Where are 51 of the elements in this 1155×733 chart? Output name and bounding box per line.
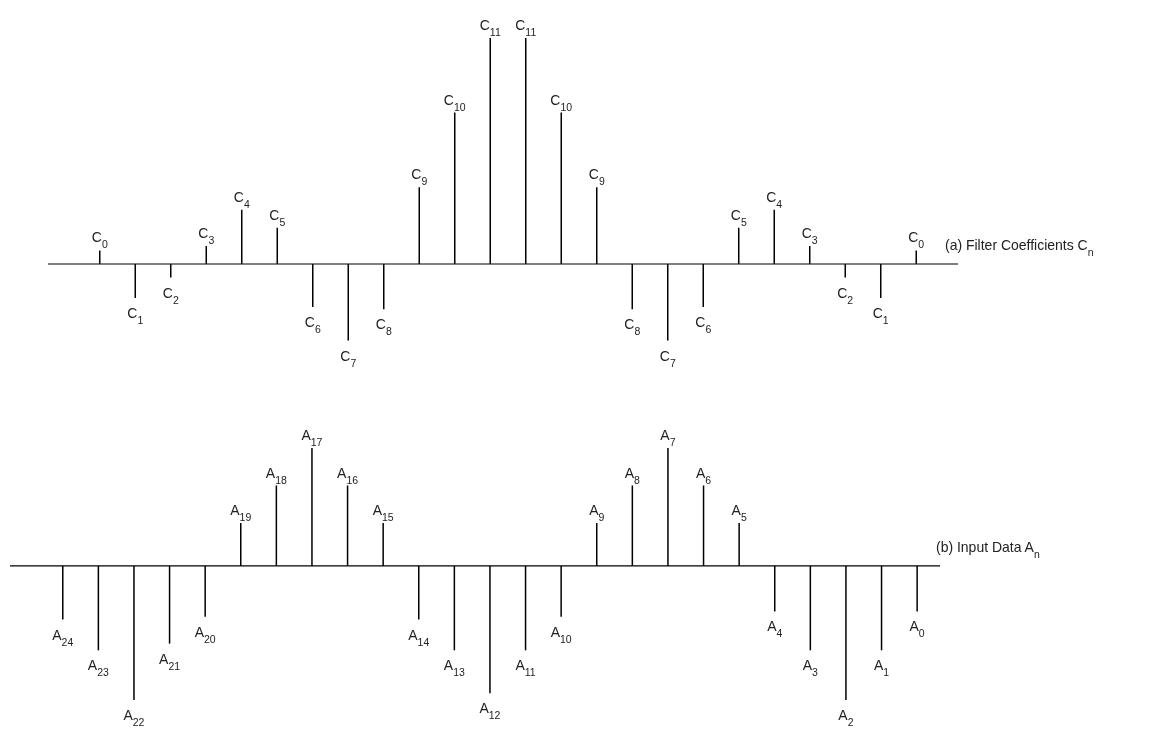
- x-tick-label: C$_{6}$: [695, 313, 712, 335]
- x-tick-label: A$_{23}$: [87, 657, 110, 678]
- x-tick-label: A$_{10}$: [550, 623, 572, 645]
- x-tick-label: A$_{6}$: [695, 464, 712, 485]
- x-tick-label: C$_{0}$: [908, 229, 925, 250]
- x-tick-label: C$_{2}$: [837, 284, 854, 306]
- x-tick-label: A$_{12}$: [479, 700, 501, 721]
- x-tick-label: C$_{3}$: [801, 224, 818, 246]
- x-tick-label: C$_{3}$: [198, 224, 215, 246]
- x-tick-label: A$_{21}$: [159, 650, 181, 671]
- x-tick-label: C$_{7}$: [659, 347, 676, 369]
- x-tick-label: C$_{7}$: [340, 347, 357, 369]
- x-tick-label: A$_{9}$: [589, 501, 605, 523]
- x-tick-label: A$_{11}$: [515, 657, 536, 678]
- x-tick-label: A$_{5}$: [731, 501, 747, 523]
- x-tick-label: A$_{19}$: [230, 501, 252, 523]
- x-tick-label: C$_{8}$: [624, 316, 641, 337]
- x-tick-label: C$_{10}$: [550, 91, 573, 113]
- x-tick-label: A$_{8}$: [624, 464, 641, 485]
- x-tick-label: A$_{3}$: [802, 657, 819, 678]
- text: (b) Input Data A$_{n}$: [935, 538, 1040, 560]
- x-tick-label: A$_{7}$: [660, 426, 676, 448]
- x-tick-label: C$_{0}$: [91, 229, 108, 250]
- x-tick-label: A$_{15}$: [372, 501, 394, 523]
- x-tick-label: A$_{13}$: [443, 657, 466, 678]
- x-tick-label: A$_{20}$: [194, 623, 216, 645]
- x-tick-label: C$_{1}$: [127, 304, 144, 326]
- x-tick-label: A$_{22}$: [123, 706, 145, 728]
- x-tick-label: C$_{2}$: [162, 284, 179, 306]
- x-tick-label: C$_{9}$: [411, 166, 428, 187]
- x-tick-label: C$_{10}$: [443, 91, 466, 113]
- x-tick-label: A$_{0}$: [909, 618, 925, 639]
- x-tick-label: C$_{5}$: [269, 206, 286, 228]
- text: (a) Filter Coefficients C$_{n}$: [944, 236, 1094, 258]
- x-tick-label: C$_{9}$: [588, 166, 605, 187]
- x-tick-label: C$_{6}$: [304, 313, 321, 335]
- x-tick-label: A$_{2}$: [838, 706, 854, 728]
- x-tick-label: C$_{1}$: [872, 304, 889, 326]
- x-tick-label: C$_{4}$: [233, 188, 250, 210]
- x-tick-label: A$_{4}$: [767, 618, 783, 639]
- x-tick-label: C$_{11}$: [479, 17, 501, 38]
- x-tick-label: C$_{8}$: [375, 316, 392, 337]
- x-tick-label: C$_{5}$: [730, 206, 747, 228]
- x-tick-label: A$_{14}$: [408, 626, 430, 647]
- x-tick-label: C$_{4}$: [766, 188, 783, 210]
- x-tick-label: A$_{1}$: [873, 657, 890, 678]
- x-tick-label: A$_{24}$: [52, 626, 74, 647]
- x-tick-label: A$_{18}$: [265, 464, 288, 485]
- x-tick-label: A$_{16}$: [337, 464, 359, 485]
- x-tick-label: A$_{17}$: [301, 426, 323, 448]
- x-tick-label: C$_{11}$: [515, 17, 537, 38]
